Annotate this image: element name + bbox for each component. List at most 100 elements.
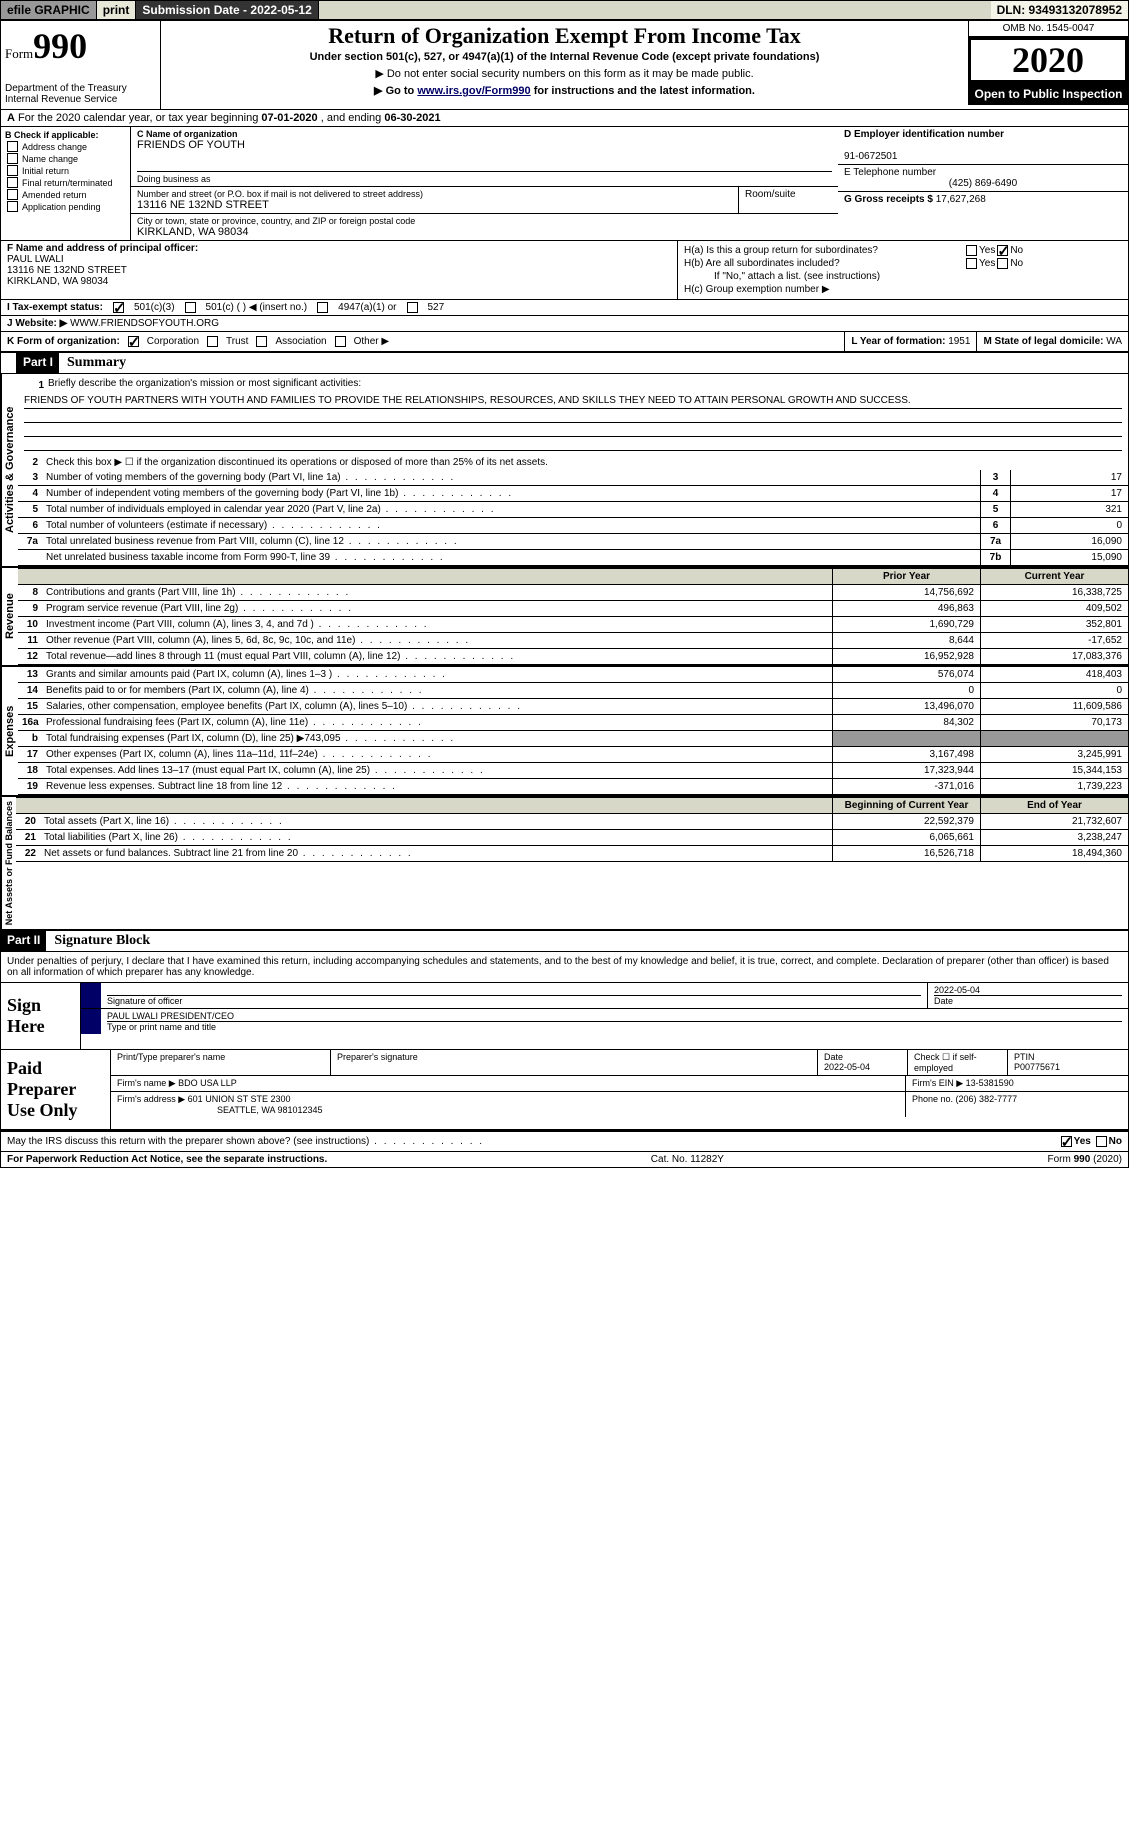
checkbox-icon[interactable]: [997, 245, 1008, 256]
paid-row-2: Firm's name ▶ BDO USA LLP Firm's EIN ▶ 1…: [111, 1076, 1128, 1092]
checkbox-icon[interactable]: [185, 302, 196, 313]
line7a-label: Total unrelated business revenue from Pa…: [42, 534, 980, 549]
fin-row-16a: 16aProfessional fundraising fees (Part I…: [18, 715, 1128, 731]
part2-title: Signature Block: [46, 931, 158, 951]
checkbox-icon[interactable]: [997, 258, 1008, 269]
checkbox-icon[interactable]: [7, 201, 18, 212]
fin-header-na: Beginning of Current Year End of Year: [16, 797, 1128, 814]
checkbox-icon[interactable]: [966, 245, 977, 256]
row-a-mid: , and ending: [321, 112, 385, 124]
row-k-left: K Form of organization: Corporation Trus…: [1, 332, 844, 351]
street-cell: Number and street (or P.O. box if mail i…: [131, 187, 738, 213]
firm-phone-cell: Phone no. (206) 382-7777: [906, 1092, 1128, 1117]
self-employed: Check ☐ if self-employed: [908, 1050, 1008, 1075]
line-num: 14: [18, 683, 42, 698]
line-num: 18: [18, 763, 42, 778]
p1-content: 1Briefly describe the organization's mis…: [18, 374, 1128, 566]
revenue-lines: 8Contributions and grants (Part VIII, li…: [18, 585, 1128, 665]
officer-signature: Signature of officer: [101, 983, 928, 1008]
checkbox-icon[interactable]: [207, 336, 218, 347]
fin-spacer: [16, 798, 832, 813]
print-button[interactable]: print: [97, 1, 137, 19]
fin-row-15: 15Salaries, other compensation, employee…: [18, 699, 1128, 715]
current-year-val: 0: [980, 683, 1128, 698]
current-year-val: 409,502: [980, 601, 1128, 616]
4947-label: 4947(a)(1) or: [338, 302, 396, 313]
line-num: 9: [18, 601, 42, 616]
checkbox-icon[interactable]: [113, 302, 124, 313]
firm-phone: (206) 382-7777: [956, 1094, 1018, 1104]
sig-label: Signature of officer: [107, 995, 921, 1006]
irs-link[interactable]: www.irs.gov/Form990: [417, 85, 530, 97]
line-num: 22: [16, 846, 40, 861]
no-label: No: [1010, 245, 1023, 256]
cb-application-pending: Application pending: [5, 201, 126, 212]
checkbox-icon[interactable]: [256, 336, 267, 347]
gross-val: 17,627,268: [936, 194, 986, 205]
firm-addr-1: 601 UNION ST STE 2300: [188, 1094, 291, 1104]
line-label: Salaries, other compensation, employee b…: [42, 699, 832, 714]
sub-date-value: 2022-05-12: [250, 3, 311, 17]
officer-printed-name: PAUL LWALI PRESIDENT/CEO: [107, 1011, 234, 1021]
line-num: [18, 550, 42, 565]
checkbox-icon[interactable]: [1061, 1136, 1072, 1147]
line-label: Contributions and grants (Part VIII, lin…: [42, 585, 832, 600]
line-label: Other revenue (Part VIII, column (A), li…: [42, 633, 832, 648]
arrow-icon: [81, 1009, 101, 1034]
l-cell: L Year of formation: 1951: [844, 332, 976, 351]
checkbox-icon[interactable]: [7, 153, 18, 164]
checkbox-icon[interactable]: [7, 141, 18, 152]
other-label: Other ▶: [354, 336, 389, 347]
part1-header: Part I: [17, 353, 59, 373]
line-num: 3: [18, 470, 42, 485]
form-prefix: Form: [5, 46, 33, 61]
prior-year-val: 1,690,729: [832, 617, 980, 632]
501c3-label: 501(c)(3): [134, 302, 175, 313]
gross-label: G Gross receipts $: [844, 194, 936, 205]
checkbox-icon[interactable]: [7, 165, 18, 176]
sub3-post: for instructions and the latest informat…: [531, 85, 755, 97]
department: Department of the Treasury Internal Reve…: [5, 83, 156, 105]
cb-amended: Amended return: [5, 189, 126, 200]
date-label: Date: [824, 1052, 843, 1062]
checkbox-icon[interactable]: [7, 189, 18, 200]
prior-year-header: Prior Year: [832, 569, 980, 584]
yes-label: Yes: [1074, 1136, 1091, 1147]
line-num: 5: [18, 502, 42, 517]
checkbox-icon[interactable]: [317, 302, 328, 313]
paid-row-1: Print/Type preparer's name Preparer's si…: [111, 1050, 1128, 1076]
phone-label: E Telephone number: [844, 167, 1122, 178]
ptin-label: PTIN: [1014, 1052, 1035, 1062]
checkbox-icon[interactable]: [128, 336, 139, 347]
line3-val: 17: [1010, 470, 1128, 485]
submission-date: Submission Date - 2022-05-12: [136, 1, 318, 19]
checkbox-icon[interactable]: [966, 258, 977, 269]
room-label: Room/suite: [745, 189, 832, 200]
checkbox-icon[interactable]: [335, 336, 346, 347]
line-box: 3: [980, 470, 1010, 485]
line-6: 6Total number of volunteers (estimate if…: [18, 518, 1128, 534]
k-label: K Form of organization:: [7, 336, 120, 347]
line5-val: 321: [1010, 502, 1128, 517]
mission-block: 1Briefly describe the organization's mis…: [18, 374, 1128, 455]
checkbox-icon[interactable]: [7, 177, 18, 188]
checkbox-icon[interactable]: [1096, 1136, 1107, 1147]
ptin-cell: PTINP00775671: [1008, 1050, 1128, 1075]
expenses-block: Expenses 13Grants and similar amounts pa…: [1, 665, 1128, 795]
col-b: B Check if applicable: Address change Na…: [1, 127, 131, 240]
col-f: F Name and address of principal officer:…: [1, 241, 678, 299]
cb-address-change: Address change: [5, 141, 126, 152]
part2-header-row: Part II Signature Block: [1, 929, 1128, 952]
checkbox-icon[interactable]: [407, 302, 418, 313]
line7b-val: 15,090: [1010, 550, 1128, 565]
phone: (425) 869-6490: [844, 178, 1122, 189]
efile-label[interactable]: efile GRAPHIC: [1, 1, 97, 19]
prior-year-val: 6,065,661: [832, 830, 980, 845]
line7b-label: Net unrelated business taxable income fr…: [42, 550, 980, 565]
cb-label: Name change: [22, 154, 78, 164]
part2-header: Part II: [1, 931, 46, 951]
paid-preparer-block: Paid Preparer Use Only Print/Type prepar…: [1, 1050, 1128, 1131]
tax-year-end: 06-30-2021: [384, 112, 440, 124]
mission-text: FRIENDS OF YOUTH PARTNERS WITH YOUTH AND…: [24, 393, 1122, 409]
paperwork-notice: For Paperwork Reduction Act Notice, see …: [7, 1154, 327, 1165]
